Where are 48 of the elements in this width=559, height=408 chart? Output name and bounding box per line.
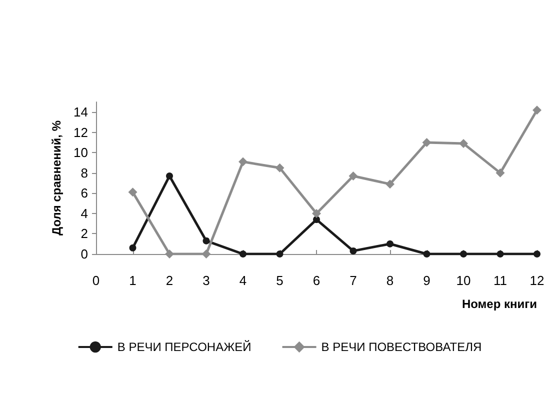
point (312, 208, 321, 218)
point (386, 240, 394, 248)
point (348, 171, 358, 180)
y-tick-label: 14 (74, 104, 88, 120)
legend-label: В РЕЧИ ПЕРСОНАЖЕЙ (117, 340, 252, 354)
point (202, 237, 210, 244)
x-tick-label: 3 (202, 273, 210, 288)
point (350, 247, 357, 254)
x-tick-label: 7 (350, 273, 357, 288)
x-tick-label: 1 (129, 273, 136, 288)
y-tick-label: 2 (80, 226, 88, 242)
point (496, 250, 504, 258)
y-tick-label: 10 (74, 145, 88, 160)
point (460, 250, 467, 258)
point (459, 139, 468, 148)
point (422, 138, 432, 148)
x-tick-label: 9 (423, 273, 430, 288)
y-tick-label: 4 (80, 206, 88, 221)
point (165, 250, 174, 258)
point (202, 250, 211, 258)
x-tick-label: 11 (494, 273, 507, 288)
point (313, 216, 320, 224)
y-axis-title: Доля сравнений, % (50, 120, 64, 236)
x-tick-label: 0 (92, 273, 100, 288)
x-tick-label: 2 (166, 273, 174, 288)
x-tick-label: 8 (386, 273, 394, 288)
point (238, 157, 248, 166)
y-tick-label: 6 (80, 186, 88, 201)
x-axis-title: Номер книги (462, 297, 537, 311)
x-tick-label: 6 (312, 273, 320, 288)
point (240, 250, 246, 258)
legend-label: В РЕЧИ ПОВЕСТВОВАТЕЛЯ (321, 340, 482, 354)
x-tick-label: 12 (530, 273, 544, 288)
point (386, 180, 394, 189)
point (276, 250, 284, 258)
x-tick-label: 5 (276, 273, 284, 288)
x-tick-label: 4 (239, 273, 247, 288)
point (128, 188, 138, 197)
point (166, 172, 173, 180)
point (496, 168, 505, 178)
point (275, 163, 284, 172)
point (532, 106, 542, 115)
y-tick-label: 8 (80, 165, 88, 180)
point (129, 244, 136, 252)
y-tick-label: 0 (80, 246, 88, 262)
x-tick-label: 10 (456, 273, 471, 288)
point (423, 250, 430, 258)
y-tick-label: 12 (74, 124, 88, 140)
